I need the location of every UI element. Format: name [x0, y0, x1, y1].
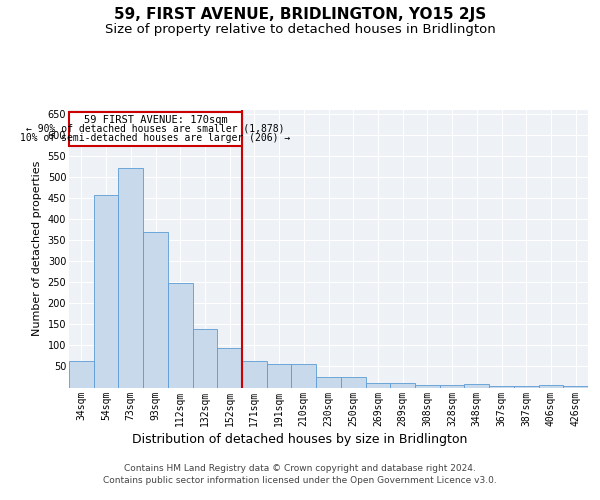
- Bar: [539, 386, 563, 388]
- Text: ← 90% of detached houses are smaller (1,878): ← 90% of detached houses are smaller (1,…: [26, 124, 285, 134]
- Bar: [217, 348, 242, 388]
- Bar: [94, 196, 118, 388]
- Bar: [316, 376, 341, 388]
- Bar: [514, 386, 539, 388]
- Bar: [267, 364, 292, 388]
- Bar: [365, 383, 390, 388]
- Bar: [292, 364, 316, 388]
- Text: 59 FIRST AVENUE: 170sqm: 59 FIRST AVENUE: 170sqm: [83, 114, 227, 124]
- Y-axis label: Number of detached properties: Number of detached properties: [32, 161, 42, 336]
- Text: 59, FIRST AVENUE, BRIDLINGTON, YO15 2JS: 59, FIRST AVENUE, BRIDLINGTON, YO15 2JS: [114, 8, 486, 22]
- Text: Contains public sector information licensed under the Open Government Licence v3: Contains public sector information licen…: [103, 476, 497, 485]
- Text: Distribution of detached houses by size in Bridlington: Distribution of detached houses by size …: [133, 432, 467, 446]
- Bar: [415, 385, 440, 388]
- Bar: [390, 383, 415, 388]
- Bar: [563, 386, 588, 388]
- Bar: [464, 384, 489, 388]
- Bar: [69, 362, 94, 388]
- Text: Contains HM Land Registry data © Crown copyright and database right 2024.: Contains HM Land Registry data © Crown c…: [124, 464, 476, 473]
- Bar: [193, 328, 217, 388]
- Bar: [341, 376, 365, 388]
- Bar: [168, 283, 193, 388]
- Bar: [440, 385, 464, 388]
- Bar: [242, 362, 267, 388]
- Text: 10% of semi-detached houses are larger (206) →: 10% of semi-detached houses are larger (…: [20, 134, 290, 143]
- Bar: [69, 112, 242, 146]
- Text: Size of property relative to detached houses in Bridlington: Size of property relative to detached ho…: [104, 22, 496, 36]
- Bar: [143, 232, 168, 388]
- Bar: [489, 386, 514, 388]
- Bar: [118, 168, 143, 388]
